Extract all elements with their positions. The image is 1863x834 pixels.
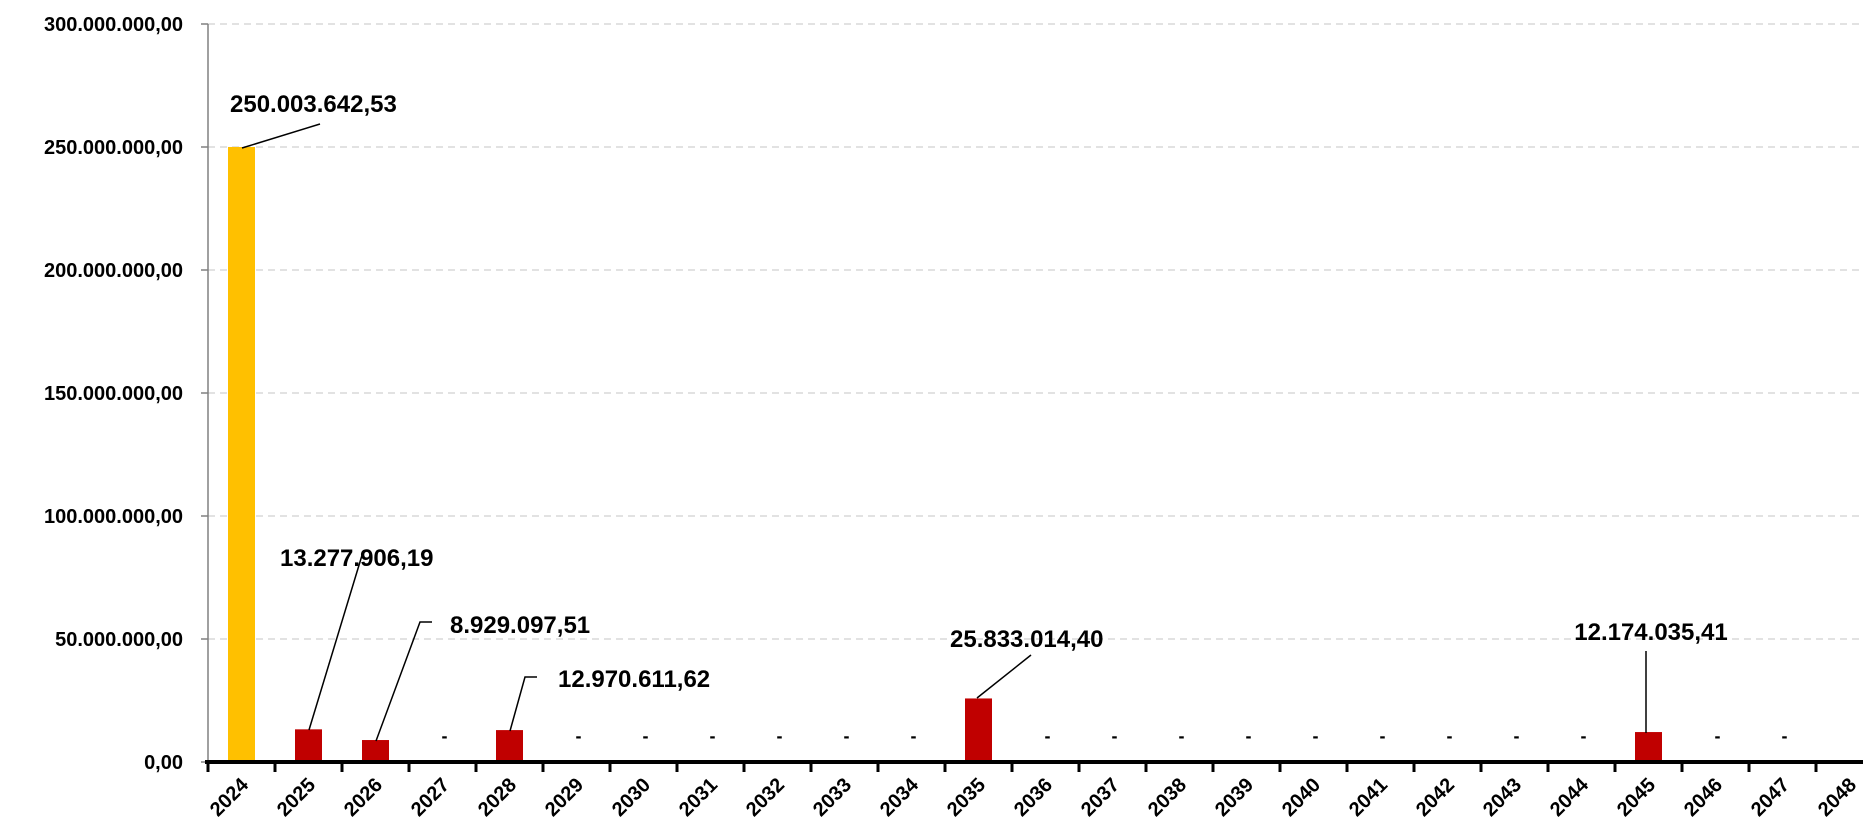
bar-2028 bbox=[496, 730, 523, 762]
data-label-2043: - bbox=[1514, 726, 1520, 746]
x-tick-label: 2031 bbox=[675, 774, 722, 821]
data-label-2032: - bbox=[777, 726, 783, 746]
x-axis-ticks: 2024 2025 2026 2027 2028 2029 2030 2031 2032 2033… bbox=[206, 762, 1861, 821]
data-label-2024: 250.003.642,53 bbox=[230, 91, 397, 118]
bar-2045 bbox=[1635, 732, 1662, 762]
x-tick-label: 2044 bbox=[1546, 773, 1594, 821]
x-tick-label: 2037 bbox=[1077, 774, 1124, 821]
bars bbox=[228, 146, 1662, 763]
leader-line bbox=[308, 551, 364, 731]
data-label-2030: - bbox=[643, 726, 649, 746]
data-label-2034: - bbox=[911, 726, 917, 746]
x-tick-label: 2041 bbox=[1345, 774, 1392, 821]
y-tick-label: 50.000.000,00 bbox=[55, 629, 183, 651]
data-label-2044: - bbox=[1581, 726, 1587, 746]
data-label-2033: - bbox=[844, 726, 850, 746]
data-label-2025: 13.277.906,19 bbox=[280, 545, 433, 572]
bar-2024 bbox=[228, 146, 255, 763]
x-tick-label: 2025 bbox=[273, 774, 320, 821]
gridlines bbox=[208, 23, 1863, 640]
data-label-2026: 8.929.097,51 bbox=[450, 612, 590, 639]
data-label-2037: - bbox=[1112, 726, 1118, 746]
data-label-2031: - bbox=[710, 726, 716, 746]
data-label-2028: 12.970.611,62 bbox=[558, 666, 710, 693]
x-tick-label: 2028 bbox=[474, 774, 521, 821]
x-tick-label: 2033 bbox=[809, 774, 856, 821]
y-tick-label: 150.000.000,00 bbox=[44, 383, 183, 405]
x-tick-label: 2045 bbox=[1613, 774, 1660, 821]
x-tick-label: 2027 bbox=[407, 774, 454, 821]
x-tick-label: 2043 bbox=[1479, 774, 1526, 821]
x-tick-label: 2046 bbox=[1680, 774, 1727, 821]
x-tick-label: 2024 bbox=[206, 773, 254, 821]
y-tick-label: 250.000.000,00 bbox=[44, 137, 183, 159]
x-tick-label: 2040 bbox=[1278, 774, 1325, 821]
x-tick-label: 2034 bbox=[876, 773, 924, 821]
data-label-2045: 12.174.035,41 bbox=[1574, 619, 1727, 646]
leader-line bbox=[509, 676, 537, 732]
x-tick-label: 2039 bbox=[1211, 774, 1258, 821]
x-tick-label: 2038 bbox=[1144, 774, 1191, 821]
leader-line bbox=[976, 654, 1032, 699]
x-tick-label: 2032 bbox=[742, 774, 789, 821]
x-tick-label: 2047 bbox=[1747, 774, 1794, 821]
y-axis-ticks: 0,00 50.000.000,00 100.000.000,00 150.000.0… bbox=[44, 14, 208, 774]
data-label-2047: - bbox=[1782, 726, 1788, 746]
data-label-2042: - bbox=[1447, 726, 1453, 746]
x-tick-label: 2026 bbox=[340, 774, 387, 821]
data-label-2046: - bbox=[1715, 726, 1721, 746]
data-labels: 250.003.642,53 13.277.906,19 8.929.097,51 -… bbox=[230, 91, 1788, 746]
x-tick-label: 2042 bbox=[1412, 774, 1459, 821]
x-tick-label: 2036 bbox=[1010, 774, 1057, 821]
y-tick-label: 200.000.000,00 bbox=[44, 260, 183, 282]
x-tick-label: 2035 bbox=[943, 774, 990, 821]
leader-line bbox=[375, 621, 432, 742]
x-tick-label: 2048 bbox=[1814, 774, 1861, 821]
leader-line bbox=[241, 123, 321, 149]
bar-2026 bbox=[362, 740, 389, 762]
data-label-2039: - bbox=[1246, 726, 1252, 746]
data-label-2035: 25.833.014,40 bbox=[950, 626, 1103, 653]
data-label-2040: - bbox=[1313, 726, 1319, 746]
bar-2025 bbox=[295, 729, 322, 762]
x-tick-label: 2030 bbox=[608, 774, 655, 821]
y-tick-label: 300.000.000,00 bbox=[44, 14, 183, 36]
data-label-2027: - bbox=[442, 726, 448, 746]
x-tick-label: 2029 bbox=[541, 774, 588, 821]
y-tick-label: 0,00 bbox=[144, 752, 183, 774]
data-label-2036: - bbox=[1045, 726, 1051, 746]
bar-2035 bbox=[965, 698, 992, 762]
data-label-2029: - bbox=[576, 726, 582, 746]
data-label-2041: - bbox=[1380, 726, 1386, 746]
data-label-2038: - bbox=[1179, 726, 1185, 746]
y-tick-label: 100.000.000,00 bbox=[44, 506, 183, 528]
label-leader-lines bbox=[241, 123, 1647, 742]
